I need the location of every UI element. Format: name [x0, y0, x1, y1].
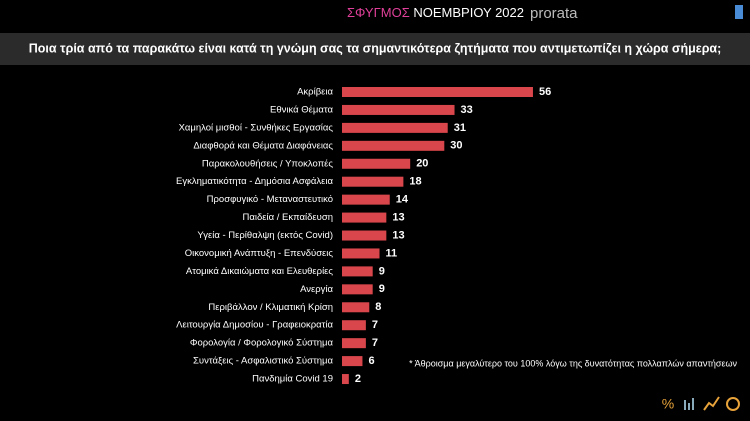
category-label: Πανδημία Covid 19: [252, 374, 333, 385]
bar: [342, 338, 366, 349]
category-label: Υγεία - Περίθαλψη (εκτός Covid): [197, 230, 333, 241]
bar: [342, 248, 380, 259]
bar: [342, 302, 370, 313]
icon: %: [662, 396, 674, 412]
category-label: Εθνικά Θέματα: [270, 104, 333, 115]
value-label: 14: [396, 194, 409, 206]
header-title: ΣΦΥΓΜΟΣ ΝΟΕΜΒΡΙΟΥ 2022: [347, 5, 524, 20]
bar: [342, 176, 404, 187]
bar: [342, 320, 366, 331]
value-label: 11: [386, 247, 398, 259]
icon: [726, 397, 740, 411]
footer-icons: %: [662, 396, 740, 412]
category-label: Διαφθορά και Θέματα Διαφάνειας: [193, 140, 333, 151]
title-bar: [0, 33, 750, 65]
value-label: 6: [368, 355, 374, 367]
logo-icon: [735, 5, 743, 19]
bar: [342, 230, 387, 241]
category-label: Προσφυγικό - Μεταναστευτικό: [207, 194, 333, 205]
icon: [703, 396, 720, 411]
period: ΝΟΕΜΒΡΙΟΥ 2022: [413, 5, 524, 20]
icon: [688, 403, 690, 410]
bar: [342, 122, 448, 133]
category-label: Ανεργία: [300, 284, 333, 295]
bar: [342, 356, 363, 367]
category-label: Ατομικά Δικαιώματα και Ελευθερίες: [186, 266, 334, 277]
value-label: 31: [454, 122, 466, 134]
value-label: 13: [392, 229, 404, 241]
bar: [342, 140, 445, 151]
value-label: 9: [379, 283, 385, 295]
bar: [342, 104, 455, 115]
value-label: 13: [392, 211, 404, 223]
value-label: 8: [375, 301, 381, 313]
value-label: 30: [450, 140, 462, 152]
value-label: 56: [539, 86, 551, 98]
brand: ΣΦΥΓΜΟΣ: [347, 5, 410, 20]
bar: [342, 194, 390, 205]
category-label: Ακρίβεια: [297, 87, 333, 98]
category-label: Περιβάλλον / Κλιματική Κρίση: [208, 302, 333, 313]
category-label: Οικονομική Ανάπτυξη - Επενδύσεις: [185, 248, 334, 259]
category-label: Παιδεία / Εκπαίδευση: [243, 212, 333, 223]
chart-title: Ποια τρία από τα παρακάτω είναι κατά τη …: [29, 41, 722, 55]
bar: [342, 284, 373, 295]
value-label: 7: [372, 337, 378, 349]
icon: [692, 398, 694, 410]
value-label: 9: [379, 265, 385, 277]
bar: [342, 212, 387, 223]
footnote: * Άθροισμα μεγαλύτερο του 100% λόγω της …: [409, 358, 737, 368]
value-label: 33: [461, 104, 473, 116]
value-label: 20: [416, 158, 428, 170]
category-label: Φορολογία / Φορολογικό Σύστημα: [190, 338, 334, 349]
value-label: 18: [409, 176, 421, 188]
category-label: Χαμηλοί μισθοί - Συνθήκες Εργασίας: [179, 122, 334, 133]
value-label: 7: [372, 319, 378, 331]
category-label: Εγκληματικότητα - Δημόσια Ασφάλεια: [176, 176, 333, 187]
bar: [342, 266, 373, 277]
logo: prorata: [530, 5, 578, 22]
category-label: Παρακολουθήσεις / Υποκλοπές: [202, 158, 334, 169]
bar: [342, 87, 533, 97]
category-label: Λειτουργία Δημοσίου - Γραφειοκρατία: [176, 320, 333, 331]
bar: [342, 374, 349, 385]
icon: [684, 400, 686, 410]
value-label: 2: [355, 373, 361, 385]
bar: [342, 158, 411, 169]
category-label: Συντάξεις - Ασφαλιστικό Σύστημα: [193, 356, 333, 367]
